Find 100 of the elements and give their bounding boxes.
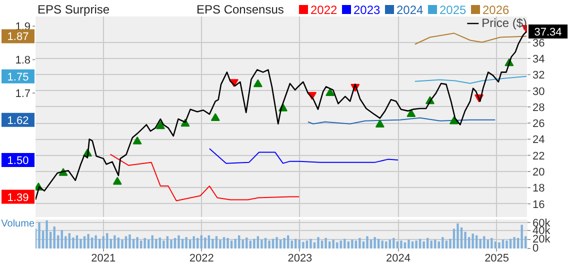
bar [358,238,361,248]
bar [509,238,512,248]
x-tick-label: 2023 [288,252,312,264]
bar [215,236,218,248]
bar [506,240,508,248]
bar [517,238,520,248]
y-tick-label: 28 [532,102,545,114]
line-series [414,32,527,45]
bar [155,238,158,248]
bar [212,238,214,248]
bar [290,240,293,248]
bar [426,238,429,248]
bar [264,238,267,248]
bar [87,234,90,248]
legend-label: Price ($) [482,16,527,30]
bar [456,223,459,248]
bar [404,242,406,248]
bar [317,237,320,248]
bar [204,238,206,248]
bar [68,233,71,248]
y2-tick-label: 1.39 [7,192,29,204]
bar [106,233,108,248]
point [253,79,262,88]
point [112,176,122,185]
y-tick-label: 37.34 [534,26,562,39]
bar [324,238,327,248]
bar [253,238,256,248]
bar [140,240,142,248]
bar [287,235,290,248]
point [210,113,220,122]
bar [226,238,229,248]
bar [400,240,402,248]
bar [460,227,463,248]
bar [396,241,399,248]
y-tick-label: 18 [532,182,545,195]
y-tick-label: 24 [532,134,545,146]
bar [276,237,278,248]
bar [242,240,244,248]
y-tick-label: 26 [532,118,545,130]
y-tick-label: 22 [532,150,545,162]
y-tick-label: 20 [532,166,545,178]
bar [94,235,97,248]
bar [366,236,368,248]
bar [185,237,188,248]
bar [320,240,324,248]
y2-tick-label: 1.7 [15,88,31,100]
legend-label: 2022 [310,3,338,17]
bar [351,240,354,248]
y-tick-label: 16 [532,198,545,211]
y-tick-label: 30 [532,86,545,98]
line-series [110,154,300,202]
bar [486,240,489,248]
bar [60,230,63,248]
point [132,136,142,144]
bar [354,240,358,248]
bar [378,238,380,248]
point [375,120,384,128]
legend-label: 2024 [396,3,424,17]
point [406,109,416,117]
bar [114,235,116,248]
bar [151,235,154,248]
bar [80,238,82,248]
bar [234,238,236,248]
bar [174,238,176,248]
bar [158,238,161,248]
bar [238,235,240,248]
bar [411,241,414,248]
bar [98,238,101,248]
bar [483,236,486,248]
line-series [208,148,398,164]
y2-tick-label: 1.50 [7,154,29,167]
line-series [414,76,527,84]
bar [283,238,286,248]
bar [170,240,172,248]
legend-label: 2026 [482,3,510,17]
bar [144,238,146,248]
bar [374,237,376,248]
text: EPS Surprise [38,2,110,16]
bar [260,240,263,248]
bar [498,242,500,248]
bar [136,237,138,248]
text: EPS Consensus [196,2,284,16]
x-tick-label: 2025 [484,252,510,264]
bar [340,240,342,248]
y-tick-label: 34 [532,53,545,66]
bar [219,240,222,248]
bar [46,220,48,248]
bar [38,222,40,248]
bar [230,240,233,248]
bar [178,235,180,248]
bar [196,238,199,248]
bar [464,232,466,248]
bar [128,234,131,248]
legend-label: 2025 [440,3,467,17]
bar [336,242,338,248]
bar [53,226,56,248]
bar [298,240,300,248]
bar [306,240,308,248]
bar [279,240,282,248]
bar [124,236,128,248]
